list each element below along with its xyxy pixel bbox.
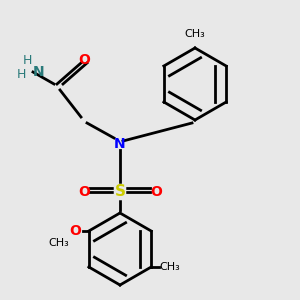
Text: S: S [115, 184, 125, 200]
Text: N: N [33, 65, 45, 79]
Text: N: N [114, 137, 126, 151]
Text: CH₃: CH₃ [184, 29, 206, 39]
Text: CH₃: CH₃ [48, 238, 69, 248]
Text: H: H [22, 53, 32, 67]
Text: O: O [69, 224, 81, 238]
Text: H: H [16, 68, 26, 82]
Text: CH₃: CH₃ [159, 262, 180, 272]
Text: O: O [78, 185, 90, 199]
Text: O: O [150, 185, 162, 199]
Text: O: O [78, 53, 90, 67]
